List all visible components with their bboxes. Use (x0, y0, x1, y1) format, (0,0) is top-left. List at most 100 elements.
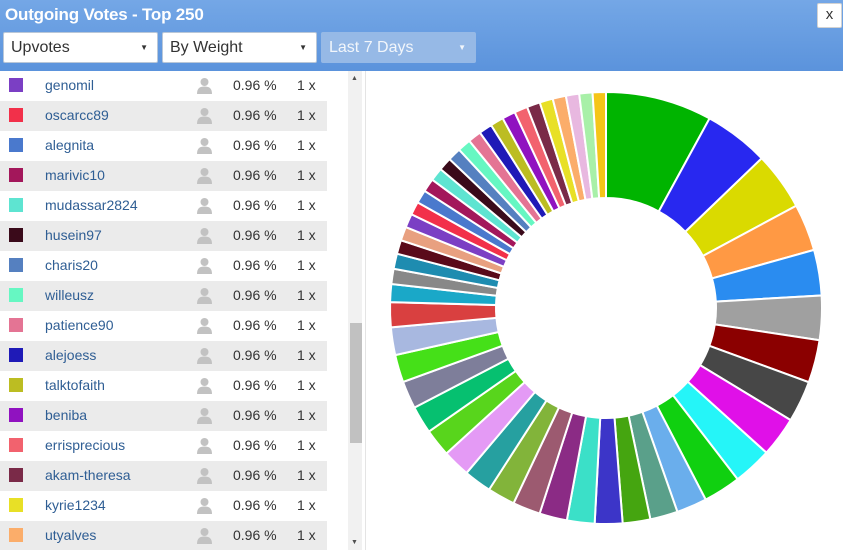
voter-name-link[interactable]: marivic10 (45, 167, 105, 183)
color-swatch (9, 498, 23, 512)
vote-count: 1 x (297, 317, 316, 333)
color-swatch (9, 138, 23, 152)
vote-count: 1 x (297, 197, 316, 213)
color-swatch (9, 198, 23, 212)
voter-name-link[interactable]: utyalves (45, 527, 97, 543)
vote-percent: 0.96 % (233, 77, 277, 93)
vote-percent: 0.96 % (233, 197, 277, 213)
user-icon[interactable] (196, 227, 213, 244)
voter-list: genomil 0.96 % 1 x oscarcc89 0.96 % 1 x alegni… (0, 71, 329, 550)
voter-name-link[interactable]: kyrie1234 (45, 497, 106, 513)
vote-percent: 0.96 % (233, 347, 277, 363)
voter-row: mudassar2824 0.96 % 1 x (0, 191, 327, 221)
user-icon[interactable] (196, 287, 213, 304)
vote-percent: 0.96 % (233, 527, 277, 543)
user-icon[interactable] (196, 77, 213, 94)
voter-name-link[interactable]: charis20 (45, 257, 98, 273)
vote-count: 1 x (297, 287, 316, 303)
color-swatch (9, 528, 23, 542)
voter-row: alejoess 0.96 % 1 x (0, 341, 327, 371)
voter-name-link[interactable]: oscarcc89 (45, 107, 109, 123)
user-icon[interactable] (196, 347, 213, 364)
voter-row: charis20 0.96 % 1 x (0, 251, 327, 281)
chevron-down-icon: ▼ (458, 43, 466, 52)
color-swatch (9, 168, 23, 182)
vote-count: 1 x (297, 467, 316, 483)
vote-type-dropdown[interactable]: Upvotes ▼ (3, 32, 158, 63)
voter-name-link[interactable]: patience90 (45, 317, 114, 333)
scroll-down-icon[interactable]: ▼ (351, 539, 358, 546)
user-icon[interactable] (196, 407, 213, 424)
color-swatch (9, 288, 23, 302)
voter-row: errisprecious 0.96 % 1 x (0, 431, 327, 461)
list-scrollbar[interactable]: ▲ ▼ (348, 71, 362, 550)
user-icon[interactable] (196, 257, 213, 274)
vote-count: 1 x (297, 437, 316, 453)
vote-count: 1 x (297, 527, 316, 543)
voter-name-link[interactable]: genomil (45, 77, 95, 93)
voter-row: marivic10 0.96 % 1 x (0, 161, 327, 191)
donut-chart (389, 90, 823, 525)
color-swatch (9, 438, 23, 452)
window-header: Outgoing Votes - Top 250 x Upvotes ▼ By … (0, 0, 843, 71)
color-swatch (9, 78, 23, 92)
vote-count: 1 x (297, 167, 316, 183)
color-swatch (9, 408, 23, 422)
vote-percent: 0.96 % (233, 437, 277, 453)
voter-row: alegnita 0.96 % 1 x (0, 131, 327, 161)
user-icon[interactable] (196, 317, 213, 334)
user-icon[interactable] (196, 197, 213, 214)
sort-dropdown[interactable]: By Weight ▼ (162, 32, 317, 63)
vote-percent: 0.96 % (233, 227, 277, 243)
voter-row: oscarcc89 0.96 % 1 x (0, 101, 327, 131)
voter-name-link[interactable]: willeusz (45, 287, 95, 303)
vote-percent: 0.96 % (233, 497, 277, 513)
vote-percent: 0.96 % (233, 107, 277, 123)
voter-name-link[interactable]: talktofaith (45, 377, 105, 393)
voter-row: willeusz 0.96 % 1 x (0, 281, 327, 311)
voter-name-link[interactable]: husein97 (45, 227, 102, 243)
user-icon[interactable] (196, 377, 213, 394)
vote-count: 1 x (297, 497, 316, 513)
vote-percent: 0.96 % (233, 167, 277, 183)
chart-area (366, 71, 843, 550)
voter-row: talktofaith 0.96 % 1 x (0, 371, 327, 401)
user-icon[interactable] (196, 107, 213, 124)
vote-percent: 0.96 % (233, 287, 277, 303)
user-icon[interactable] (196, 527, 213, 544)
vote-count: 1 x (297, 407, 316, 423)
vote-count: 1 x (297, 377, 316, 393)
voter-name-link[interactable]: mudassar2824 (45, 197, 138, 213)
donut-slice-50[interactable] (591, 90, 607, 200)
voter-name-link[interactable]: alejoess (45, 347, 97, 363)
voter-name-link[interactable]: errisprecious (45, 437, 126, 453)
voter-row: patience90 0.96 % 1 x (0, 311, 327, 341)
scrollbar-thumb[interactable] (350, 323, 362, 443)
user-icon[interactable] (196, 437, 213, 454)
color-swatch (9, 318, 23, 332)
voter-row: akam-theresa 0.96 % 1 x (0, 461, 327, 491)
period-dropdown[interactable]: Last 7 Days ▼ (321, 32, 476, 63)
user-icon[interactable] (196, 497, 213, 514)
user-icon[interactable] (196, 467, 213, 484)
voter-row: genomil 0.96 % 1 x (0, 71, 327, 101)
color-swatch (9, 378, 23, 392)
vote-count: 1 x (297, 257, 316, 273)
voter-row: husein97 0.96 % 1 x (0, 221, 327, 251)
voter-name-link[interactable]: beniba (45, 407, 88, 423)
user-icon[interactable] (196, 137, 213, 154)
chevron-down-icon: ▼ (299, 43, 307, 52)
user-icon[interactable] (196, 167, 213, 184)
vote-percent: 0.96 % (233, 257, 277, 273)
voter-name-link[interactable]: alegnita (45, 137, 95, 153)
scroll-up-icon[interactable]: ▲ (351, 75, 358, 82)
window-title: Outgoing Votes - Top 250 (5, 5, 204, 24)
color-swatch (9, 258, 23, 272)
close-button[interactable]: x (817, 3, 842, 28)
vote-percent: 0.96 % (233, 377, 277, 393)
voter-name-link[interactable]: akam-theresa (45, 467, 131, 483)
color-swatch (9, 228, 23, 242)
sort-value: By Weight (170, 39, 243, 56)
vote-count: 1 x (297, 77, 316, 93)
voter-row: kyrie1234 0.96 % 1 x (0, 491, 327, 521)
